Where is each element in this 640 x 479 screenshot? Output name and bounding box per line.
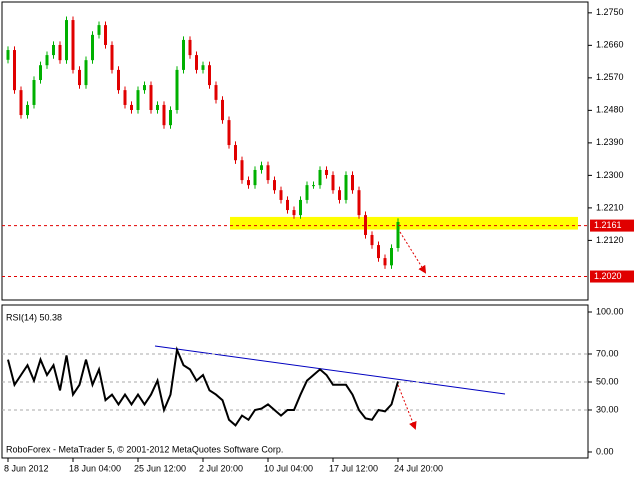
y-tick-label: 1.2210 [596, 202, 624, 212]
y-tick-label: 1.2480 [596, 105, 624, 115]
candle-body [84, 60, 88, 86]
candle-body [19, 90, 23, 116]
candle-body [65, 20, 68, 61]
candle-body [162, 104, 166, 126]
candle-body [169, 110, 172, 126]
candle-body [91, 34, 94, 61]
candle-body [240, 160, 244, 181]
candle-body [286, 199, 289, 211]
candle-body [221, 99, 224, 121]
candle-body [273, 180, 276, 191]
level-box [590, 270, 634, 283]
y-tick-label: 1.2300 [596, 170, 624, 180]
candle-body [201, 65, 205, 70]
candle-body [299, 199, 302, 216]
candle-body [364, 215, 367, 235]
candle-body [344, 175, 348, 200]
candle-body [214, 85, 218, 100]
x-tick-label: 2 Jul 20:00 [199, 463, 243, 473]
candle-body [143, 85, 146, 91]
x-tick-label: 25 Jun 12:00 [134, 463, 186, 473]
candle-body [338, 190, 341, 200]
y-tick-label: 0.00 [596, 446, 614, 456]
x-tick-label: 18 Jun 04:00 [69, 463, 121, 473]
candle-body [357, 190, 361, 216]
candle-body [6, 50, 10, 60]
candle-body [26, 104, 29, 116]
candle-body [78, 69, 81, 86]
y-tick-label: 50.00 [596, 376, 619, 386]
zone [230, 216, 578, 230]
rsi-line [7, 346, 399, 427]
x-tick-label: 17 Jul 12:00 [329, 463, 378, 473]
candle-body [71, 20, 75, 70]
level-box [590, 219, 634, 232]
candle-body [266, 165, 270, 181]
candle-body [279, 190, 283, 200]
candle-body [123, 90, 127, 105]
candle-body [182, 39, 185, 70]
forecast-arrow [399, 231, 427, 274]
x-tick-label: 10 Jul 04:00 [264, 463, 313, 473]
rsi-title: RSI(14) 50.38 [6, 312, 62, 322]
price-panel [1, 1, 589, 301]
candle-body [175, 69, 179, 111]
candle-body [253, 169, 257, 186]
candle-body [331, 175, 335, 191]
candle-body [45, 55, 49, 66]
candle-body [227, 120, 231, 146]
candle-body [247, 180, 250, 186]
candle-body [383, 258, 387, 266]
y-tick-label: 1.2120 [596, 235, 624, 245]
candle-body [149, 85, 153, 111]
candle-body [318, 169, 322, 186]
candle-body [52, 44, 55, 56]
x-tick-label: 8 Jun 2012 [4, 463, 49, 473]
candle-body [156, 104, 159, 111]
candle-body [39, 65, 42, 81]
candle-body [396, 221, 400, 248]
candle-body [110, 44, 114, 70]
candle-body [104, 25, 107, 45]
candle-body [13, 50, 16, 91]
y-tick-label: 1.2390 [596, 137, 624, 147]
level-label: 1.2020 [594, 271, 622, 281]
candle-body [32, 80, 36, 105]
watermark: RoboForex - MetaTrader 5, © 2001-2012 Me… [6, 444, 283, 454]
y-tick-label: 70.00 [596, 348, 619, 358]
y-tick-label: 1.2660 [596, 40, 624, 50]
candle-body [312, 185, 315, 187]
forecast-arrow [397, 384, 417, 430]
candle-body [117, 69, 120, 91]
candle-body [292, 210, 296, 216]
candle-body [208, 65, 211, 86]
candle-body [97, 25, 101, 35]
candle-body [136, 90, 140, 111]
y-tick-label: 30.00 [596, 404, 619, 414]
candle-body [195, 55, 198, 70]
candle-body [188, 39, 192, 56]
candle-body [260, 165, 263, 170]
candle-body [370, 234, 374, 246]
y-tick-label: 1.2570 [596, 72, 624, 82]
candle-body [325, 169, 328, 176]
candle-body [390, 247, 393, 266]
y-tick-label: 100.00 [596, 306, 624, 316]
level-label: 1.2161 [594, 220, 622, 230]
candle-body [130, 104, 133, 111]
y-tick-label: 1.2750 [596, 7, 624, 17]
x-tick-label: 24 Jul 20:00 [394, 463, 443, 473]
candle-body [234, 145, 237, 161]
candle-body [58, 44, 62, 61]
candle-body [351, 175, 354, 191]
candle-body [377, 245, 380, 259]
candle-body [305, 185, 309, 200]
